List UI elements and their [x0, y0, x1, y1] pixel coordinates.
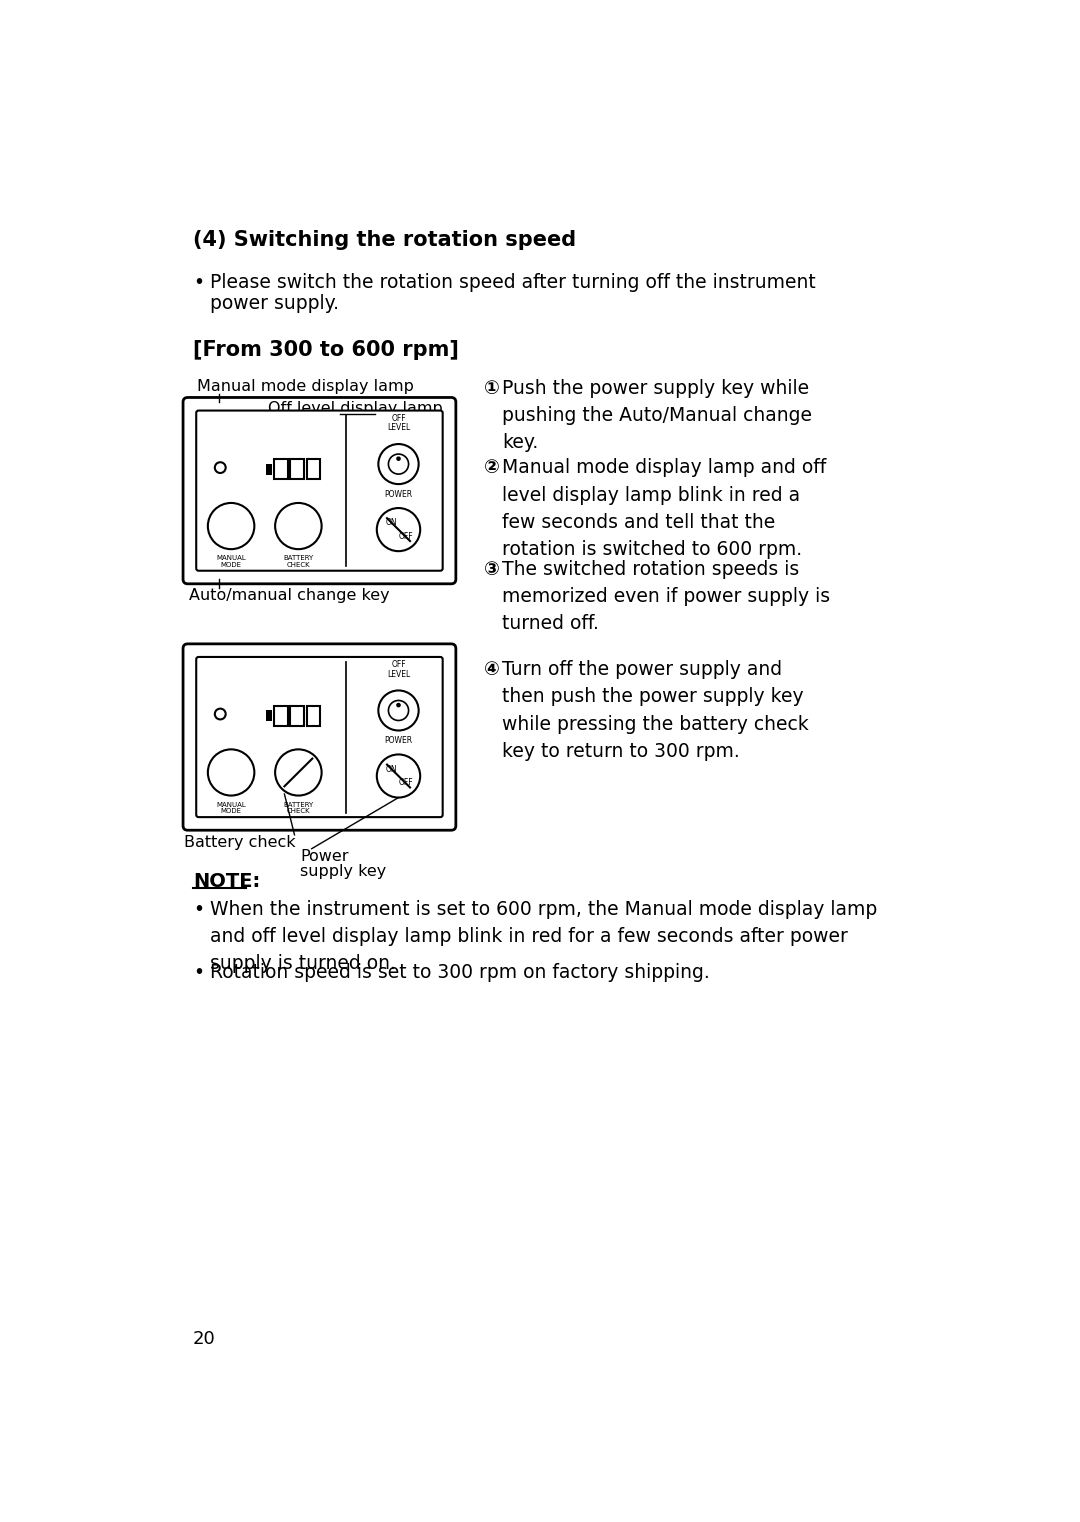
Text: Auto/manual change key: Auto/manual change key	[189, 589, 390, 603]
Circle shape	[275, 502, 322, 549]
Circle shape	[275, 749, 322, 796]
Text: Turn off the power supply and
then push the power supply key
while pressing the : Turn off the power supply and then push …	[502, 661, 809, 761]
Text: Battery check: Battery check	[184, 836, 296, 849]
Circle shape	[215, 709, 226, 720]
Text: Manual mode display lamp: Manual mode display lamp	[197, 379, 414, 394]
Text: •: •	[193, 900, 204, 918]
Text: supply key: supply key	[300, 864, 387, 880]
Text: BATTERY
CHECK: BATTERY CHECK	[283, 802, 313, 814]
Bar	[274, 460, 288, 479]
Bar	[266, 464, 272, 475]
Circle shape	[377, 755, 420, 798]
Circle shape	[396, 457, 401, 461]
Text: ON: ON	[386, 517, 397, 527]
Text: OFF: OFF	[399, 778, 413, 787]
Text: ③: ③	[484, 560, 500, 578]
Text: ④: ④	[484, 661, 500, 679]
Text: ①: ①	[484, 379, 500, 397]
FancyBboxPatch shape	[197, 658, 443, 817]
Text: Rotation speed is set to 300 rpm on factory shipping.: Rotation speed is set to 300 rpm on fact…	[211, 962, 710, 982]
FancyBboxPatch shape	[197, 411, 443, 571]
Bar	[274, 706, 288, 726]
Text: MANUAL
MODE: MANUAL MODE	[216, 802, 246, 814]
FancyBboxPatch shape	[183, 397, 456, 584]
Text: Off level display lamp: Off level display lamp	[268, 402, 443, 417]
Text: ON: ON	[386, 764, 397, 773]
Text: 20: 20	[193, 1330, 216, 1348]
Text: The switched rotation speeds is
memorized even if power supply is
turned off.: The switched rotation speeds is memorize…	[502, 560, 831, 633]
Text: Power: Power	[300, 849, 349, 863]
Bar	[266, 711, 272, 721]
Text: (4) Switching the rotation speed: (4) Switching the rotation speed	[193, 230, 577, 251]
Text: OFF: OFF	[399, 533, 413, 540]
Text: MANUAL
MODE: MANUAL MODE	[216, 556, 246, 568]
Text: [From 300 to 600 rpm]: [From 300 to 600 rpm]	[193, 341, 459, 361]
Text: Push the power supply key while
pushing the Auto/Manual change
key.: Push the power supply key while pushing …	[502, 379, 812, 452]
Circle shape	[378, 691, 419, 731]
Circle shape	[215, 463, 226, 473]
Bar	[291, 460, 305, 479]
Circle shape	[207, 749, 255, 796]
Bar	[291, 706, 305, 726]
Text: OFF
LEVEL: OFF LEVEL	[387, 661, 410, 679]
Circle shape	[396, 703, 401, 708]
Circle shape	[389, 454, 408, 473]
Text: power supply.: power supply.	[211, 294, 339, 312]
Text: NOTE:: NOTE:	[193, 872, 260, 890]
Text: OFF
LEVEL: OFF LEVEL	[387, 414, 410, 432]
Circle shape	[377, 508, 420, 551]
Circle shape	[378, 444, 419, 484]
Text: Please switch the rotation speed after turning off the instrument: Please switch the rotation speed after t…	[211, 274, 815, 292]
Text: POWER: POWER	[384, 737, 413, 746]
Text: POWER: POWER	[384, 490, 413, 499]
Circle shape	[207, 502, 255, 549]
Bar	[307, 460, 321, 479]
Text: ②: ②	[484, 458, 500, 478]
Text: •: •	[193, 962, 204, 982]
Text: When the instrument is set to 600 rpm, the Manual mode display lamp
and off leve: When the instrument is set to 600 rpm, t…	[211, 900, 877, 973]
Text: •: •	[193, 274, 204, 292]
Circle shape	[389, 700, 408, 720]
Text: Manual mode display lamp and off
level display lamp blink in red a
few seconds a: Manual mode display lamp and off level d…	[502, 458, 826, 559]
Text: BATTERY
CHECK: BATTERY CHECK	[283, 556, 313, 568]
FancyBboxPatch shape	[183, 644, 456, 829]
Bar	[307, 706, 321, 726]
